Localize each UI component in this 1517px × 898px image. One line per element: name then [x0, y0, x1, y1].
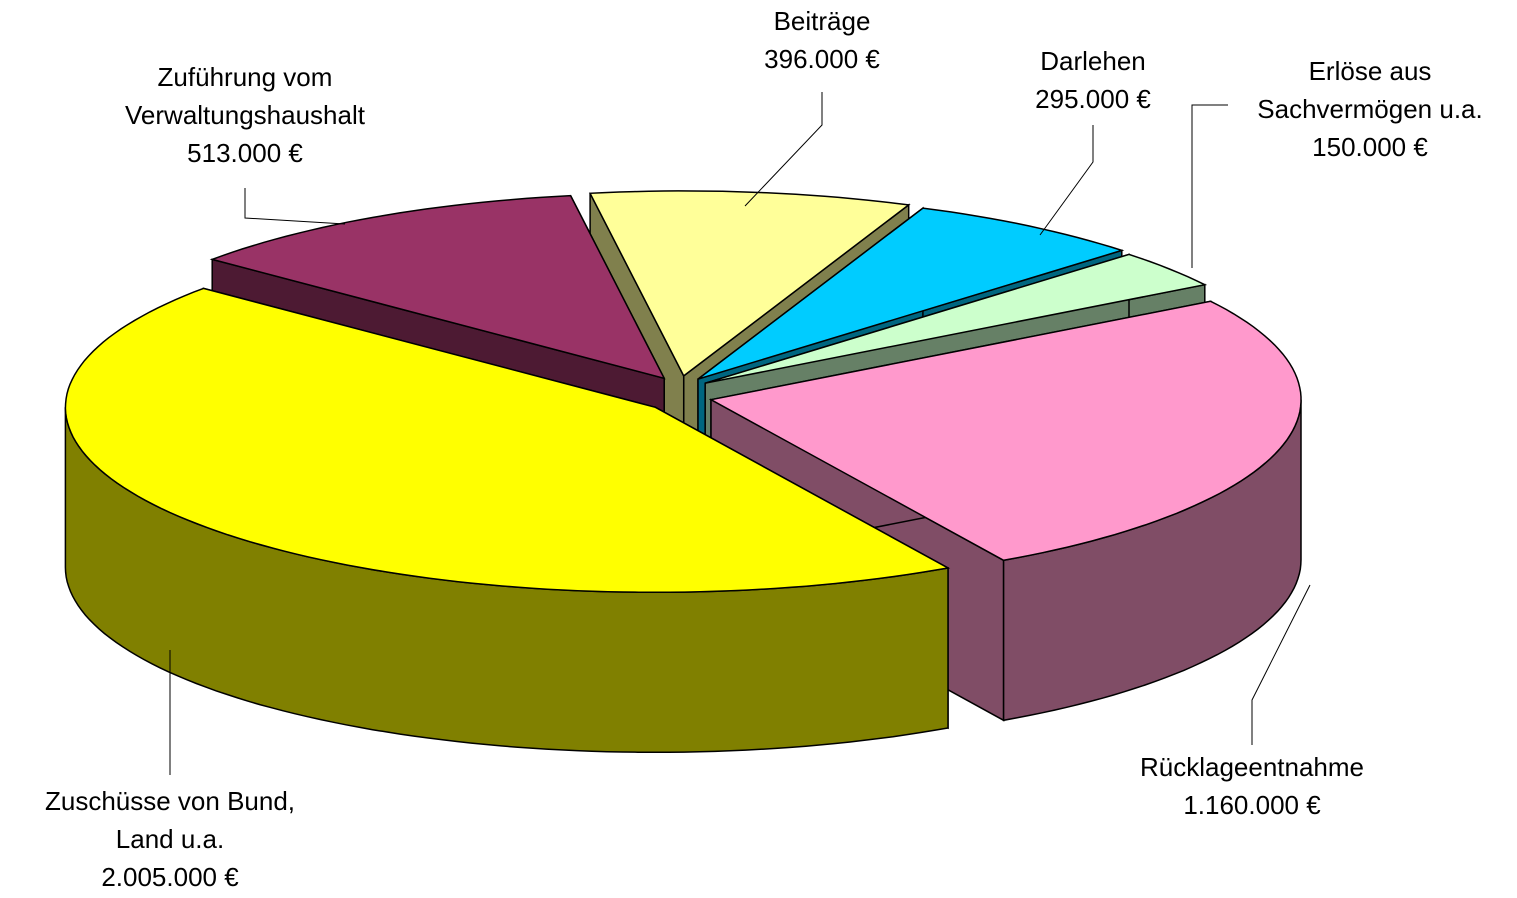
leader-line	[744, 92, 823, 207]
slice	[704, 253, 1208, 384]
leader-line	[1251, 584, 1311, 745]
slice-label: Zuschüsse von Bund, Land u.a. 2.005.000 €	[45, 782, 295, 896]
leader-line	[244, 188, 346, 225]
leader-line	[1191, 104, 1228, 268]
slice	[209, 194, 666, 380]
slice-label: Zuführung vom Verwaltungshaushalt 513.000…	[125, 58, 365, 172]
value-label: 396.000 €	[764, 44, 880, 74]
category-label: Zuschüsse von Bund, Land u.a.	[44, 786, 296, 854]
slice-label: Erlöse aus Sachvermögen u.a. 150.000 €	[1257, 52, 1482, 166]
value-label: 295.000 €	[1035, 84, 1151, 114]
slice	[697, 207, 1125, 380]
value-label: 513.000 €	[187, 138, 303, 168]
slice-label: Darlehen 295.000 €	[1035, 42, 1151, 118]
leader-line	[1039, 125, 1094, 236]
category-label: Erlöse aus Sachvermögen u.a.	[1257, 56, 1483, 124]
category-label: Rücklageentnahme	[1139, 752, 1365, 782]
category-label: Darlehen	[1040, 46, 1146, 76]
value-label: 150.000 €	[1312, 132, 1428, 162]
slice	[588, 190, 911, 378]
category-label: Zuführung vom Verwaltungshaushalt	[125, 62, 365, 130]
value-label: 2.005.000 €	[101, 862, 239, 892]
slice	[708, 300, 1302, 562]
slice	[64, 287, 951, 594]
category-label: Beiträge	[773, 6, 871, 36]
slice-label: Beiträge 396.000 €	[764, 2, 880, 78]
value-label: 1.160.000 €	[1183, 790, 1321, 820]
slice-label: Rücklageentnahme 1.160.000 €	[1140, 748, 1364, 824]
